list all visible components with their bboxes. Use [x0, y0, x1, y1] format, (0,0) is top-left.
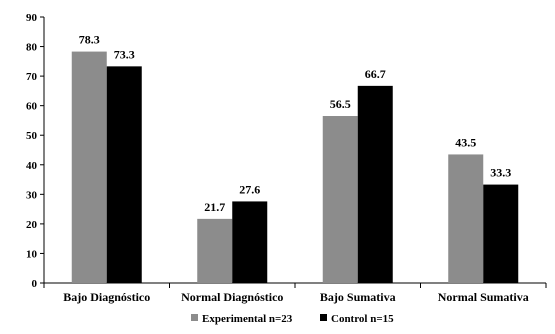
y-tick-label: 50 — [26, 130, 38, 142]
data-label: 78.3 — [79, 33, 100, 47]
bars — [71, 51, 519, 283]
y-tick-label: 90 — [26, 12, 38, 24]
y-tick-label: 70 — [26, 71, 38, 83]
y-tick-label: 60 — [26, 101, 38, 113]
data-label: 66.7 — [365, 67, 386, 81]
bar-control — [357, 85, 393, 283]
data-label: 33.3 — [490, 166, 511, 180]
data-labels: 78.3 73.3 21.7 27.6 56.5 66.7 43.5 33.3 — [79, 33, 512, 214]
legend-swatch — [191, 314, 198, 321]
data-label: 43.5 — [455, 135, 476, 149]
y-tick-label: 40 — [26, 160, 38, 172]
data-label: 27.6 — [239, 182, 260, 196]
legend-swatch — [320, 314, 327, 321]
data-label: 73.3 — [114, 47, 135, 61]
x-category-label: Bajo Diagnóstico — [63, 290, 150, 304]
x-category-label: Normal Diagnóstico — [181, 290, 283, 304]
bar-control — [106, 66, 142, 283]
x-category-label: Bajo Sumativa — [320, 290, 396, 304]
y-tick-label: 20 — [26, 219, 38, 231]
legend: Experimental n=23 Control n=15 — [191, 313, 394, 325]
y-axis: 0 10 20 30 40 50 60 70 80 90 — [26, 12, 45, 290]
bar-control — [232, 201, 268, 283]
x-category-label: Normal Sumativa — [438, 290, 529, 304]
bar-experimental — [322, 116, 358, 283]
bar-experimental — [71, 51, 107, 283]
data-label: 21.7 — [204, 200, 225, 214]
bar-experimental — [448, 154, 484, 283]
y-tick-label: 30 — [26, 189, 38, 201]
legend-label: Control n=15 — [331, 313, 394, 325]
legend-label: Experimental n=23 — [202, 313, 293, 325]
y-tick-label: 80 — [26, 42, 38, 54]
x-axis: Bajo Diagnóstico Normal Diagnóstico Bajo S… — [43, 282, 547, 304]
y-tick-label: 0 — [32, 278, 38, 290]
y-tick-label: 10 — [26, 248, 38, 260]
bar-control — [483, 184, 519, 283]
bar-experimental — [197, 218, 233, 283]
data-label: 56.5 — [330, 97, 351, 111]
